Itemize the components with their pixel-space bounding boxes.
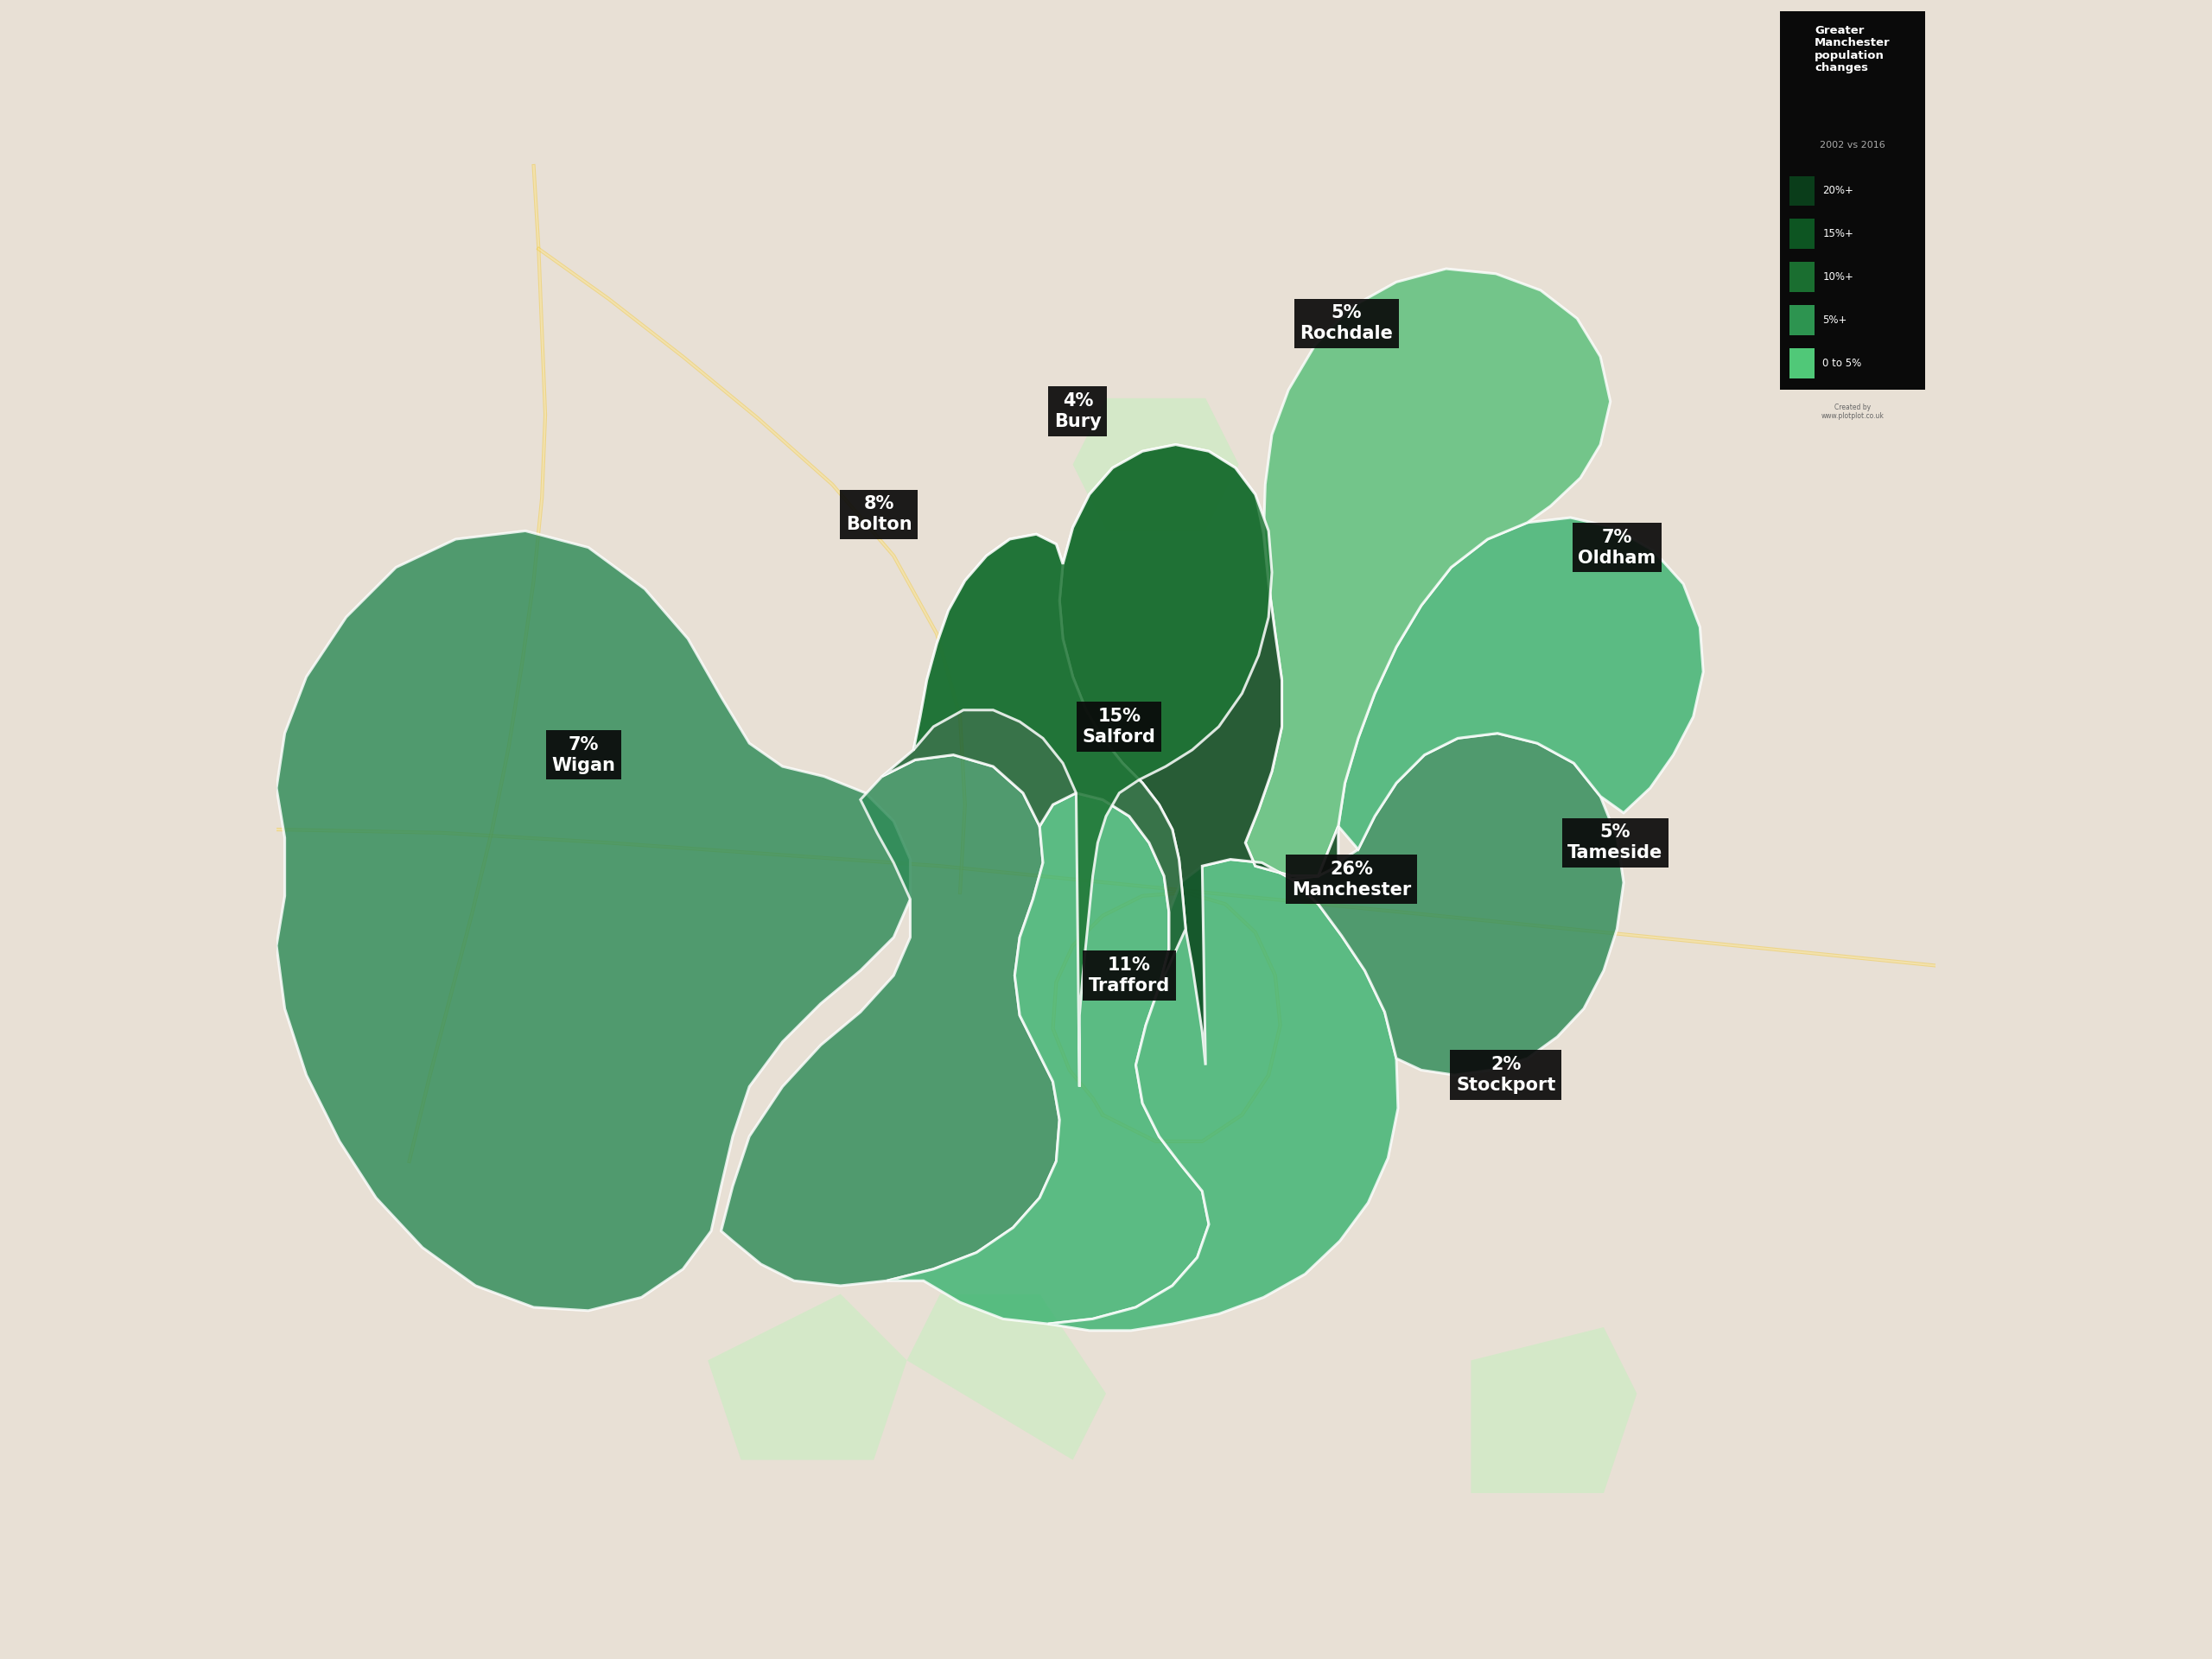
Polygon shape xyxy=(1292,733,1624,1075)
Text: 26%
Manchester: 26% Manchester xyxy=(1292,861,1411,898)
Polygon shape xyxy=(887,793,1210,1324)
Text: 20%+: 20%+ xyxy=(1823,186,1854,196)
Polygon shape xyxy=(708,1294,907,1460)
Polygon shape xyxy=(1471,1327,1637,1493)
Polygon shape xyxy=(1245,269,1610,876)
Text: 15%+: 15%+ xyxy=(1823,229,1854,239)
Text: 8%
Bolton: 8% Bolton xyxy=(845,496,911,533)
Polygon shape xyxy=(914,445,1272,1087)
Text: 7%
Oldham: 7% Oldham xyxy=(1577,529,1657,566)
Polygon shape xyxy=(907,1294,1106,1460)
Polygon shape xyxy=(1048,859,1398,1331)
Text: 5%
Tameside: 5% Tameside xyxy=(1568,825,1663,861)
Text: 11%
Trafford: 11% Trafford xyxy=(1088,957,1170,994)
Text: 5%+: 5%+ xyxy=(1823,315,1847,325)
Bar xyxy=(1790,219,1814,249)
Polygon shape xyxy=(1060,445,1338,1065)
Polygon shape xyxy=(276,531,911,1311)
Text: 4%
Bury: 4% Bury xyxy=(1055,393,1102,430)
Bar xyxy=(1778,12,1924,390)
Text: 7%
Wigan: 7% Wigan xyxy=(551,737,615,773)
Bar xyxy=(1790,305,1814,335)
Text: 5%
Rochdale: 5% Rochdale xyxy=(1301,305,1394,342)
Text: Greater
Manchester
population
changes: Greater Manchester population changes xyxy=(1814,25,1891,73)
Polygon shape xyxy=(1073,398,1239,531)
Text: 15%
Salford: 15% Salford xyxy=(1082,708,1157,745)
Polygon shape xyxy=(721,755,1060,1286)
Text: 2%
Stockport: 2% Stockport xyxy=(1455,1057,1555,1093)
Bar xyxy=(1790,262,1814,292)
Text: 2002 vs 2016: 2002 vs 2016 xyxy=(1820,141,1885,149)
Text: Created by
www.plotplot.co.uk: Created by www.plotplot.co.uk xyxy=(1820,403,1885,420)
Bar xyxy=(1790,348,1814,378)
Polygon shape xyxy=(883,534,1186,987)
Text: 10%+: 10%+ xyxy=(1823,272,1854,282)
Bar xyxy=(1790,176,1814,206)
Text: 0 to 5%: 0 to 5% xyxy=(1823,358,1863,368)
Polygon shape xyxy=(1338,518,1703,849)
